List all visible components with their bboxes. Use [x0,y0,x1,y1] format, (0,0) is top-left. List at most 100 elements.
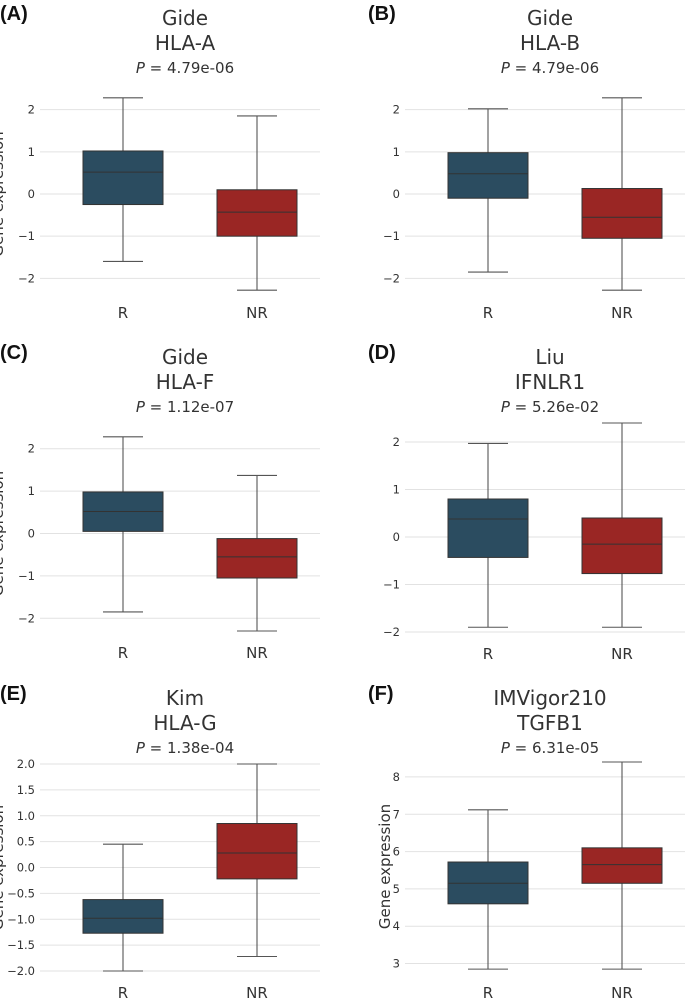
iqr-box [581,188,663,239]
y-tick-label: −1 [383,578,400,592]
box-nr [216,115,298,291]
iqr-box [82,899,164,934]
y-tick-label: 6 [393,845,400,859]
dataset-title: Kim [166,686,204,710]
gene-title: HLA-B [520,31,580,55]
p-number: = 5.26e-02 [510,398,599,416]
p-symbol: P [136,59,146,77]
y-tick-label: 0 [28,187,35,201]
iqr-box [216,538,298,579]
p-number: = 4.79e-06 [145,59,234,77]
x-category-label: R [483,645,493,663]
gene-title: HLA-F [156,370,215,394]
x-category-label: NR [246,304,268,322]
x-category-label: R [483,984,493,1000]
dataset-title: Liu [535,345,564,369]
p-symbol: P [501,398,511,416]
y-tick-label: −2 [383,271,400,285]
box-r [82,97,164,263]
y-tick-label: 3 [393,957,400,971]
panel-label: (F) [368,683,394,705]
box-r [82,436,164,613]
y-tick-label: 4 [393,919,400,933]
iqr-box [216,189,298,237]
iqr-box [581,847,663,884]
p-value: P = 5.26e-02 [501,398,599,416]
panel-label: (B) [368,3,396,25]
p-number: = 1.12e-07 [145,398,234,416]
dataset-title: Gide [162,6,208,30]
y-tick-label: 2.0 [17,757,35,771]
y-tick-label: −1.5 [7,938,35,952]
x-category-label: R [118,304,128,322]
iqr-box [82,150,164,206]
x-category-label: NR [246,644,268,662]
box-r [447,809,529,970]
y-tick-label: −2 [383,625,400,639]
x-category-label: NR [611,984,633,1000]
y-tick-label: −1 [383,229,400,243]
box-nr [216,763,298,958]
y-tick-label: 0 [28,527,35,541]
p-symbol: P [501,739,511,757]
y-axis-label: Gene expression [0,471,7,596]
box-nr [581,422,663,628]
x-category-label: NR [611,304,633,322]
gene-title: TGFB1 [516,711,583,735]
box-r [447,108,529,273]
y-tick-label: 2 [28,103,35,117]
y-tick-label: 7 [393,807,400,821]
y-tick-label: −1 [18,569,35,583]
iqr-box [216,823,298,880]
gene-title: HLA-A [155,31,216,55]
y-tick-label: 1 [393,483,400,497]
p-symbol: P [501,59,511,77]
y-tick-label: 0 [393,530,400,544]
x-category-label: R [118,644,128,662]
y-tick-label: −2.0 [7,964,35,978]
y-tick-label: 1.0 [17,809,35,823]
y-tick-label: −2 [18,271,35,285]
gene-title: HLA-G [153,711,216,735]
p-value: P = 4.79e-06 [136,59,234,77]
p-value: P = 4.79e-06 [501,59,599,77]
y-tick-label: 2 [393,435,400,449]
p-number: = 4.79e-06 [510,59,599,77]
y-tick-label: 1 [393,145,400,159]
gene-title: IFNLR1 [515,370,585,394]
panel-label: (D) [368,342,396,364]
x-category-label: R [118,984,128,1000]
x-category-label: NR [246,984,268,1000]
y-tick-label: −2 [18,611,35,625]
y-tick-label: 0 [393,187,400,201]
dataset-title: IMVigor210 [493,686,606,710]
y-tick-label: 1.5 [17,783,35,797]
y-tick-label: 5 [393,882,400,896]
iqr-box [447,498,529,558]
panel-label: (A) [0,3,28,25]
box-r [82,843,164,972]
box-nr [581,97,663,291]
y-tick-label: 2 [28,442,35,456]
x-category-label: NR [611,645,633,663]
iqr-box [581,517,663,575]
y-tick-label: 1 [28,484,35,498]
p-symbol: P [136,739,146,757]
y-tick-label: −0.5 [7,886,35,900]
box-nr [216,474,298,632]
y-tick-label: 2 [393,103,400,117]
p-value: P = 1.38e-04 [136,739,234,757]
dataset-title: Gide [162,345,208,369]
y-tick-label: −1.0 [7,912,35,926]
dataset-title: Gide [527,6,573,30]
y-tick-label: 0.5 [17,835,35,849]
y-tick-label: 8 [393,770,400,784]
